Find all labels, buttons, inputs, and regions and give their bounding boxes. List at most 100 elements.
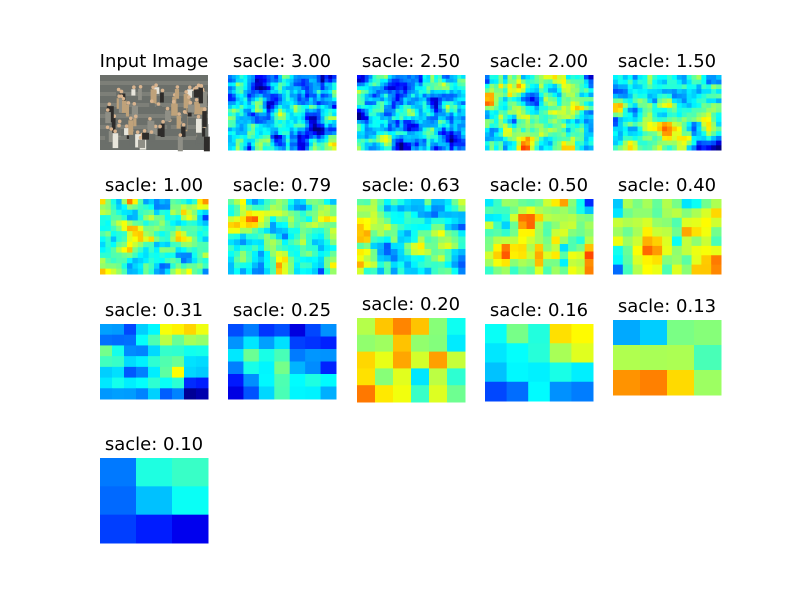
heatmap-cell — [414, 78, 420, 83]
heatmap — [357, 318, 466, 403]
heatmap-cell — [525, 83, 531, 89]
heatmap-cell — [274, 135, 279, 140]
heatmap-cell — [305, 138, 310, 143]
heatmap-cell — [305, 123, 310, 128]
heatmap-cell — [399, 97, 404, 102]
heatmap-cell — [438, 211, 446, 219]
heatmap-cell — [320, 120, 325, 125]
heatmap-cell — [324, 216, 331, 223]
heatmap-cell — [196, 366, 209, 379]
heatmap-cell — [424, 236, 432, 244]
heatmap-cell — [588, 114, 594, 120]
heatmap-cell — [316, 112, 322, 117]
heatmap-cell — [521, 123, 526, 129]
heatmap-cell — [403, 82, 408, 87]
heatmap-cell — [276, 239, 283, 246]
heatmap-cell — [434, 146, 439, 151]
heatmap-cell — [294, 239, 301, 246]
heatmap-cell — [258, 138, 264, 143]
heatmap-cell — [507, 141, 513, 147]
heatmap-cell — [175, 199, 182, 205]
heatmap-cell — [584, 83, 589, 89]
heatmap-cell — [411, 142, 416, 147]
heatmap-cell — [360, 123, 366, 128]
heatmap-cell — [390, 224, 398, 231]
heatmap-cell — [247, 97, 252, 102]
heatmap-cell — [575, 79, 580, 85]
heatmap-cell — [372, 142, 377, 147]
heatmap-cell — [509, 199, 519, 207]
heatmap-cell — [617, 145, 624, 151]
heatmap-cell — [453, 97, 458, 102]
heatmap-cell — [251, 146, 256, 151]
heatmap-cell — [164, 236, 171, 243]
heatmap-cell — [372, 86, 377, 91]
heatmap-cell — [570, 97, 576, 102]
heatmap-cell — [493, 229, 503, 237]
heatmap-cell — [285, 75, 291, 80]
heatmap-cell — [309, 112, 314, 117]
heatmap-cell — [181, 231, 187, 237]
panel-sacle-1-00: sacle: 1.00 — [100, 175, 209, 275]
heatmap-cell — [438, 123, 443, 128]
heatmap-cell — [691, 264, 702, 275]
heatmap-cell — [380, 97, 385, 102]
heatmap-cell — [320, 101, 325, 106]
heatmap-cell — [676, 84, 683, 90]
heatmap-cell — [332, 120, 337, 125]
heatmap-cell — [262, 116, 268, 121]
heatmap-cell — [588, 110, 594, 116]
heatmap-cell — [305, 116, 310, 121]
heatmap-cell — [105, 241, 112, 248]
heatmap-cell — [294, 227, 301, 235]
heatmap-cell — [305, 97, 310, 102]
heatmap-cell — [228, 116, 233, 121]
heatmap-cell — [274, 75, 279, 80]
heatmap-cell — [418, 142, 424, 147]
heatmap-cell — [434, 135, 439, 140]
heatmap-cell — [424, 249, 432, 256]
heatmap-cell — [434, 116, 439, 121]
heatmap-cell — [255, 78, 260, 83]
heatmap-cell — [357, 101, 362, 106]
heatmap-cell — [228, 256, 235, 263]
heatmap-cell — [364, 90, 370, 95]
heatmap-cell — [154, 263, 160, 270]
heatmap-cell — [461, 120, 466, 125]
heatmap-cell — [622, 112, 629, 118]
heatmap-cell — [387, 108, 393, 113]
heatmap-cell — [159, 209, 166, 216]
heatmap-cell — [306, 199, 313, 206]
heatmap-cell — [453, 75, 458, 80]
heatmap-cell — [445, 138, 451, 143]
heatmap-cell — [270, 93, 275, 98]
heatmap-cell — [632, 107, 639, 113]
heatmap-cell — [293, 86, 298, 91]
heatmap-cell — [657, 135, 663, 142]
heatmap-cell — [228, 361, 244, 375]
heatmap-cell — [258, 386, 275, 400]
heatmap-cell — [431, 217, 439, 225]
heatmap-cell — [330, 268, 337, 275]
heatmap-cell — [518, 214, 528, 222]
heatmap-cell — [239, 108, 244, 113]
photo-head — [121, 96, 126, 101]
heatmap-cell — [235, 97, 241, 102]
heatmap-cell — [617, 112, 624, 118]
heatmap-cell — [387, 112, 393, 117]
heatmap-cell — [357, 75, 362, 80]
heatmap-cell — [300, 233, 307, 240]
heatmap-cell — [282, 256, 289, 263]
heatmap-cell — [407, 86, 412, 91]
heatmap-cell — [228, 97, 233, 102]
heatmap-cell — [137, 263, 144, 270]
heatmap-cell — [512, 132, 517, 138]
heatmap-cell — [297, 135, 302, 140]
heatmap-cell — [228, 146, 233, 151]
heatmap-cell — [716, 103, 722, 109]
heatmap-cell — [372, 105, 377, 110]
heatmap-cell — [255, 90, 260, 95]
heatmap-cell — [318, 233, 325, 240]
heatmap-cell — [100, 220, 106, 227]
heatmap-cell — [289, 86, 295, 91]
